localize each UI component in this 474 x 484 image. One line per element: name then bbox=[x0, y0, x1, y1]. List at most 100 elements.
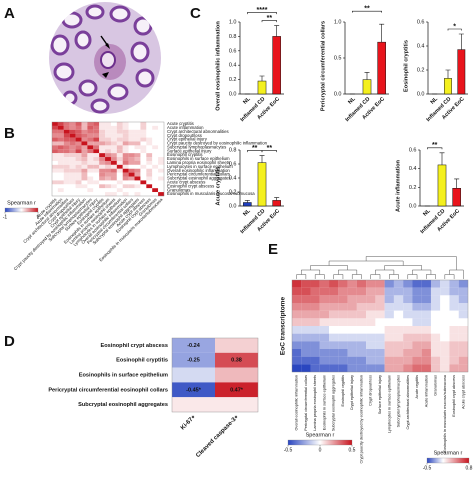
heatmap-cell bbox=[122, 164, 129, 169]
heatmap-cell bbox=[301, 310, 311, 319]
bar bbox=[243, 202, 252, 207]
heatmap-cell bbox=[421, 341, 431, 350]
heatmap-cell bbox=[412, 326, 422, 334]
heatmap-cell bbox=[384, 287, 394, 296]
heatmap-cell bbox=[301, 356, 311, 365]
heatmap-cell bbox=[440, 333, 450, 342]
heatmap-cell bbox=[134, 133, 141, 138]
heatmap-cell bbox=[69, 192, 76, 197]
heatmap-cell bbox=[366, 326, 376, 334]
heatmap-cell bbox=[93, 160, 100, 165]
heatmap-cell bbox=[292, 310, 302, 319]
heatmap-cell bbox=[158, 184, 165, 189]
error-bar bbox=[274, 25, 280, 37]
dendrogram-branch bbox=[310, 265, 348, 270]
row-label: Eosinophils in muscularis mucosa/submuco… bbox=[167, 191, 255, 196]
colorbar-tick-label: -0.5 bbox=[423, 465, 432, 471]
heatmap-cell bbox=[134, 149, 141, 154]
heatmap-cell bbox=[57, 172, 64, 177]
heatmap-cell bbox=[99, 141, 106, 146]
heatmap-cell bbox=[140, 184, 147, 189]
heatmap-cell bbox=[63, 157, 70, 161]
heatmap-cell bbox=[69, 133, 76, 138]
heatmap-cell bbox=[329, 303, 339, 311]
heatmap-cell bbox=[75, 153, 82, 158]
heatmap-cell bbox=[421, 303, 431, 311]
significance-label: ** bbox=[364, 6, 370, 13]
heatmap-cell bbox=[319, 303, 330, 311]
heatmap-cell bbox=[384, 295, 394, 304]
heatmap-cell bbox=[110, 164, 117, 169]
heatmap-cell bbox=[310, 287, 320, 296]
heatmap-cell bbox=[458, 287, 469, 296]
significance-bracket bbox=[352, 10, 382, 13]
heatmap-cell bbox=[134, 125, 141, 130]
heatmap-cell bbox=[110, 122, 117, 126]
column-label: Subcryptal eosinophil aggregates bbox=[332, 375, 336, 431]
heatmap-cell bbox=[152, 157, 159, 161]
heatmap-cell bbox=[329, 310, 339, 319]
heatmap-cell bbox=[329, 280, 339, 288]
error-bar bbox=[259, 155, 265, 163]
heatmap-cell bbox=[458, 364, 469, 373]
heatmap-cell bbox=[146, 122, 153, 126]
heatmap-cell bbox=[75, 141, 82, 146]
heatmap-cell bbox=[403, 356, 413, 365]
heatmap-cell bbox=[57, 133, 64, 138]
significance-bracket bbox=[261, 20, 277, 23]
column-label: Crypt epithelial injury bbox=[350, 375, 354, 410]
heatmap-cell bbox=[393, 310, 404, 319]
heatmap-cell bbox=[338, 364, 348, 373]
heatmap-cell bbox=[69, 180, 76, 185]
heatmap-cell bbox=[134, 192, 141, 197]
y-tick-label: 0.2 bbox=[409, 185, 417, 191]
heatmap-cell bbox=[87, 145, 94, 150]
heatmap-cell bbox=[215, 338, 259, 353]
heatmap-cell bbox=[158, 133, 165, 138]
heatmap-cell bbox=[93, 164, 100, 169]
heatmap-cell bbox=[366, 349, 376, 357]
heatmap-cell bbox=[158, 122, 165, 126]
heatmap-cell bbox=[140, 192, 147, 197]
heatmap-cell bbox=[403, 295, 413, 304]
panel-label: E bbox=[268, 241, 278, 258]
heatmap-cell bbox=[87, 172, 94, 177]
heatmap-frame bbox=[51, 121, 165, 197]
heatmap-cell bbox=[81, 129, 88, 134]
bar bbox=[272, 36, 281, 95]
heatmap-cell bbox=[122, 133, 129, 138]
column-label: Acute crypt abscess bbox=[461, 375, 465, 409]
heatmap-cell bbox=[384, 364, 394, 373]
heatmap-cell bbox=[421, 318, 431, 327]
heatmap-cell bbox=[81, 192, 88, 197]
heatmap-cell bbox=[347, 280, 357, 288]
dendrogram-branch bbox=[412, 269, 432, 275]
heatmap-cell bbox=[63, 141, 70, 146]
heatmap-cell bbox=[319, 310, 330, 319]
heatmap-cell bbox=[128, 122, 135, 126]
heatmap-cell bbox=[122, 184, 129, 189]
heatmap-cell bbox=[430, 280, 441, 288]
heatmap-cell bbox=[215, 352, 259, 368]
heatmap-cell bbox=[128, 137, 135, 142]
heatmap-cell bbox=[329, 364, 339, 373]
heatmap-cell bbox=[152, 188, 159, 193]
heatmap-cell bbox=[393, 295, 404, 304]
heatmap-cell bbox=[430, 349, 441, 357]
heatmap-cell bbox=[52, 125, 58, 130]
heatmap-cell bbox=[347, 341, 357, 350]
colorbar bbox=[4, 207, 39, 213]
heatmap-cell bbox=[319, 364, 330, 373]
heatmap-cell bbox=[172, 397, 216, 413]
heatmap-cell bbox=[146, 153, 153, 158]
y-tick-label: 0.4 bbox=[229, 63, 237, 69]
heatmap-cell bbox=[110, 184, 117, 189]
heatmap-cell bbox=[292, 295, 302, 304]
heatmap-cell bbox=[140, 149, 147, 154]
heatmap-cell bbox=[105, 145, 111, 150]
heatmap-cell bbox=[63, 180, 70, 185]
heatmap-cell bbox=[99, 188, 106, 193]
heatmap-cell bbox=[403, 326, 413, 334]
panel-label: A bbox=[4, 5, 15, 22]
heatmap-cell bbox=[81, 137, 88, 142]
